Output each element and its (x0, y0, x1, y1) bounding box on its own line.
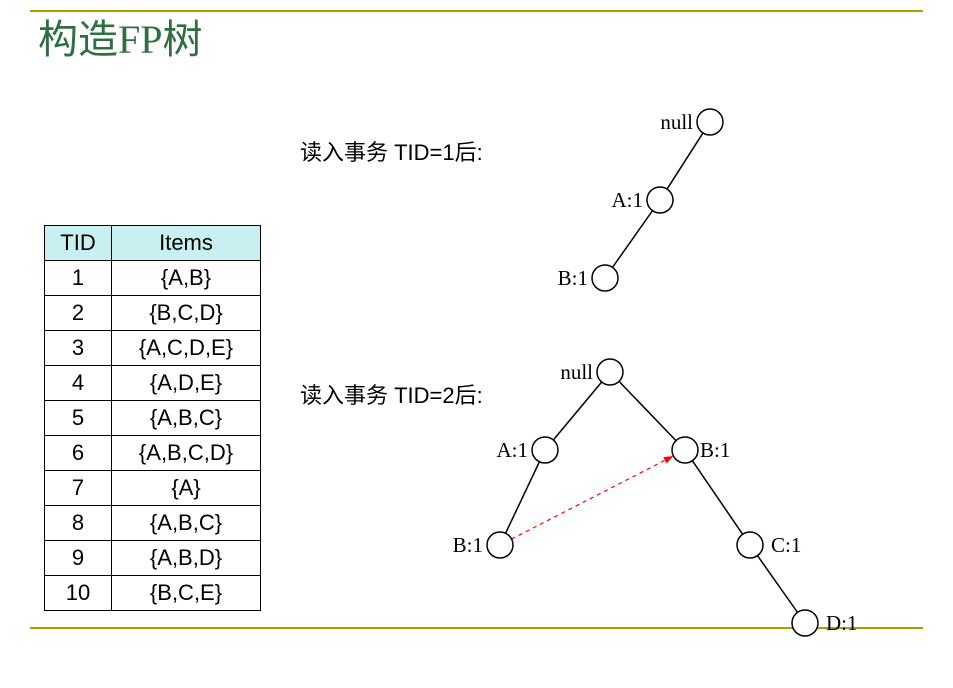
cell-items: {B,C,E} (112, 576, 261, 611)
tree-node-label: A:1 (612, 188, 644, 212)
cell-tid: 1 (45, 261, 112, 296)
table-row: 6{A,B,C,D} (45, 436, 261, 471)
cell-tid: 3 (45, 331, 112, 366)
cell-tid: 4 (45, 366, 112, 401)
tree-node (792, 610, 818, 636)
table-row: 1{A,B} (45, 261, 261, 296)
tree-node-label: C:1 (771, 533, 801, 557)
table-row: 8{A,B,C} (45, 506, 261, 541)
cell-items: {A,C,D,E} (112, 331, 261, 366)
tree-node (737, 532, 763, 558)
col-header-items: Items (112, 226, 261, 261)
tree-node (647, 187, 673, 213)
tree-node (697, 109, 723, 135)
title-bar: 构造FP树 (30, 10, 923, 62)
tree-edge (506, 462, 540, 534)
tree-node (487, 532, 513, 558)
tree-edge (612, 211, 652, 268)
slide-title: 构造FP树 (38, 18, 923, 62)
tree-edge (667, 133, 703, 189)
cell-items: {A,B,C} (112, 506, 261, 541)
tree-node (532, 437, 558, 463)
cell-items: {A} (112, 471, 261, 506)
tree-edge (619, 381, 676, 440)
cell-items: {A,D,E} (112, 366, 261, 401)
tree-node-label: B:1 (558, 266, 588, 290)
tree-edge (692, 461, 742, 535)
tree-node-label: A:1 (497, 438, 529, 462)
tree-node (597, 359, 623, 385)
slide: 构造FP树 TID Items 1{A,B} 2{B,C,D} 3{A,C,D,… (0, 0, 953, 688)
cell-tid: 9 (45, 541, 112, 576)
cell-items: {A,B,C} (112, 401, 261, 436)
cell-tid: 8 (45, 506, 112, 541)
tree-node-label: null (560, 360, 593, 384)
tree-node-label: D:1 (826, 611, 858, 635)
tree-edge (757, 556, 797, 613)
table-row: 9{A,B,D} (45, 541, 261, 576)
table-row: 10{B,C,E} (45, 576, 261, 611)
tree-node-label: B:1 (453, 533, 483, 557)
tree-node-label: B:1 (700, 438, 730, 462)
title-rule-top (30, 10, 923, 12)
fp-tree-1: null A:1 B:1 (530, 100, 790, 310)
table-row: 2{B,C,D} (45, 296, 261, 331)
col-header-tid: TID (45, 226, 112, 261)
tree-node (592, 265, 618, 291)
table-row: 3{A,C,D,E} (45, 331, 261, 366)
tree-edge (553, 382, 601, 440)
table-body: 1{A,B} 2{B,C,D} 3{A,C,D,E} 4{A,D,E} 5{A,… (45, 261, 261, 611)
cell-items: {A,B} (112, 261, 261, 296)
tree-node (672, 437, 698, 463)
transactions-table: TID Items 1{A,B} 2{B,C,D} 3{A,C,D,E} 4{A… (44, 225, 261, 611)
table-row: 5{A,B,C} (45, 401, 261, 436)
table-header-row: TID Items (45, 226, 261, 261)
cell-tid: 2 (45, 296, 112, 331)
cell-items: {A,B,D} (112, 541, 261, 576)
table-row: 4{A,D,E} (45, 366, 261, 401)
cell-items: {A,B,C,D} (112, 436, 261, 471)
cell-tid: 6 (45, 436, 112, 471)
tree-node-label: null (660, 110, 693, 134)
fp-tree-2: null A:1 B:1 B:1 C:1 D:1 (430, 350, 870, 660)
cell-tid: 5 (45, 401, 112, 436)
caption-tree1: 读入事务 TID=1后: (300, 135, 483, 167)
cell-tid: 7 (45, 471, 112, 506)
cell-tid: 10 (45, 576, 112, 611)
cell-items: {B,C,D} (112, 296, 261, 331)
table-row: 7{A} (45, 471, 261, 506)
